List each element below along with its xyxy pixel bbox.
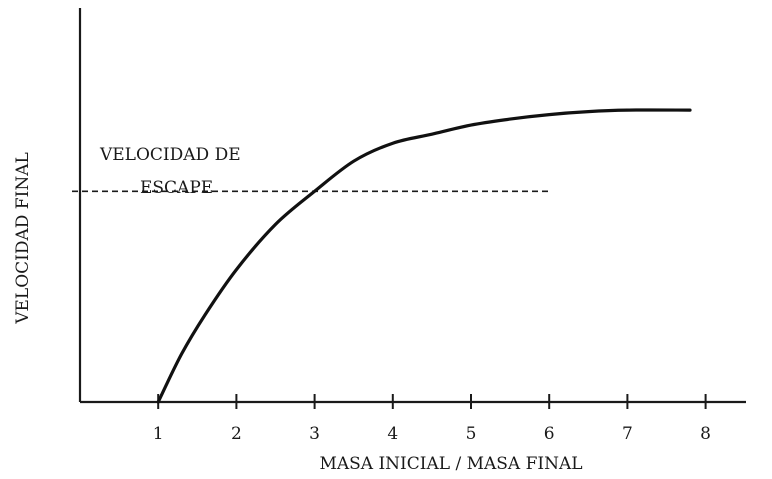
x-tick-label-5: 5 <box>466 424 477 444</box>
x-tick-labels: 1 2 3 4 5 6 7 8 <box>153 424 711 444</box>
x-axis-title: MASA INICIAL / MASA FINAL <box>319 454 582 474</box>
x-tick-label-2: 2 <box>231 424 242 444</box>
escape-velocity-label-line1: VELOCIDAD DE <box>99 145 241 165</box>
x-tick-label-6: 6 <box>544 424 555 444</box>
x-tick-label-8: 8 <box>700 424 711 444</box>
x-tick-label-3: 3 <box>309 424 320 444</box>
velocity-curve <box>156 108 692 404</box>
x-tick-label-1: 1 <box>153 424 164 444</box>
x-tick-label-4: 4 <box>387 424 398 444</box>
x-tick-label-7: 7 <box>622 424 633 444</box>
escape-velocity-label-line2: ESCAPE <box>140 178 213 198</box>
y-axis-title: VELOCIDAD FINAL <box>13 152 33 325</box>
x-ticks <box>157 394 707 409</box>
